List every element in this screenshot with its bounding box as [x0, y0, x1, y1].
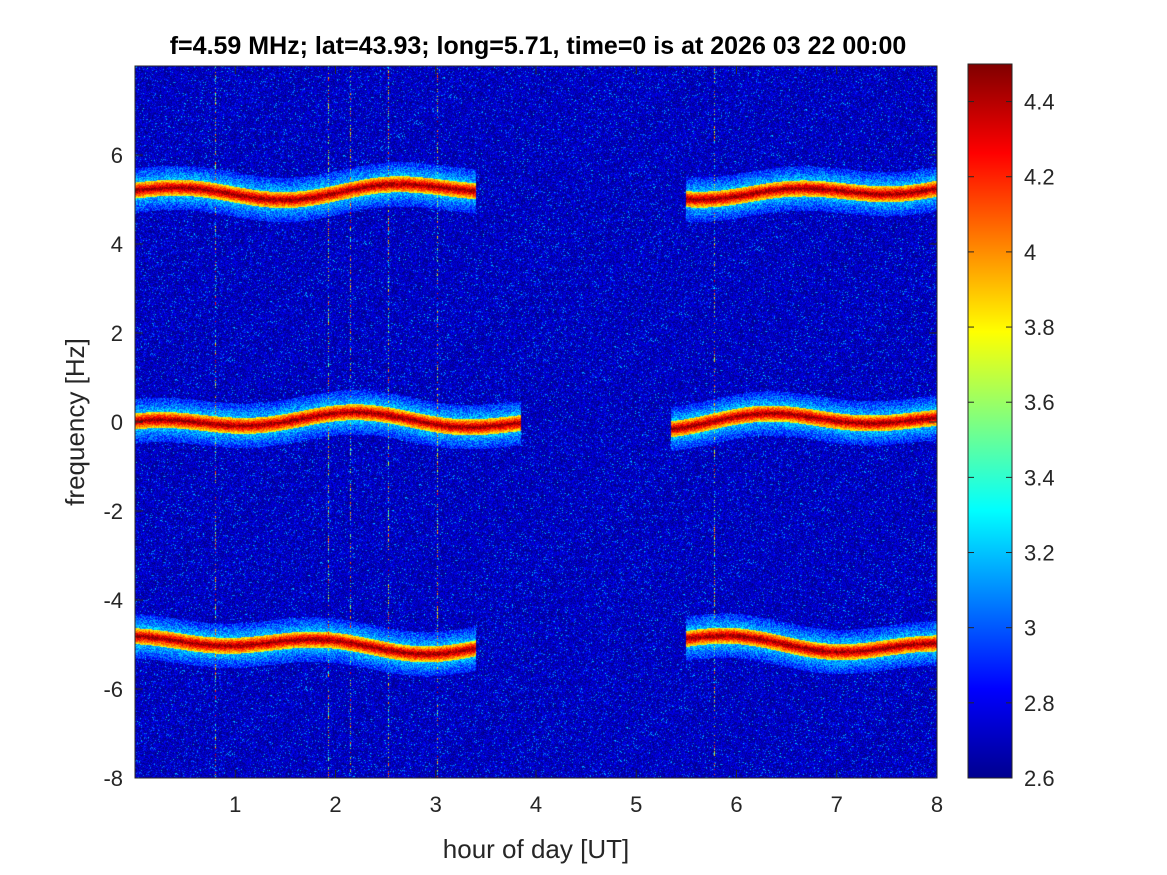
- spectrogram-image: [135, 66, 937, 778]
- y-axis-ticks: -8 -6 -4 -2 0 2 4 6: [103, 143, 937, 791]
- x-tick-label: 5: [630, 792, 642, 817]
- chart-title: f=4.59 MHz; lat=43.93; long=5.71, time=0…: [170, 32, 907, 60]
- x-tick-label: 6: [730, 792, 742, 817]
- x-tick-label: 1: [229, 792, 241, 817]
- x-tick-label: 2: [329, 792, 341, 817]
- colorbar-ticks: 2.6 2.8 3 3.2 3.4 3.6 3.8 4 4.2 4.4: [968, 90, 1055, 791]
- x-axis-label: hour of day [UT]: [443, 834, 629, 864]
- plot-area: [134, 65, 938, 779]
- colorbar-gradient: [968, 64, 1012, 778]
- colorbar-frame: [967, 63, 1013, 779]
- colorbar-tick-label: 3.6: [1024, 390, 1055, 415]
- colorbar-tick-label: 3.2: [1024, 541, 1055, 566]
- y-tick-label: 2: [111, 321, 123, 346]
- colorbar: 2.6 2.8 3 3.2 3.4 3.6 3.8 4 4.2 4.4: [967, 63, 1055, 791]
- colorbar-tick-label: 4: [1024, 240, 1036, 265]
- x-axis-ticks: 1 2 3 4 5 6 7 8: [229, 66, 943, 817]
- y-tick-label: 0: [111, 410, 123, 435]
- y-tick-label: 4: [111, 232, 123, 257]
- colorbar-tick-label: 2.8: [1024, 691, 1055, 716]
- x-tick-label: 8: [931, 792, 943, 817]
- colorbar-tick-label: 3: [1024, 616, 1036, 641]
- y-tick-label: -6: [103, 677, 123, 702]
- colorbar-tick-label: 3.4: [1024, 465, 1055, 490]
- x-tick-label: 4: [530, 792, 542, 817]
- colorbar-tick-label: 3.8: [1024, 315, 1055, 340]
- y-tick-label: 6: [111, 143, 123, 168]
- colorbar-tick-label: 2.6: [1024, 766, 1055, 791]
- x-tick-label: 3: [430, 792, 442, 817]
- x-tick-label: 7: [831, 792, 843, 817]
- y-tick-label: -8: [103, 766, 123, 791]
- y-axis-label: frequency [Hz]: [60, 338, 90, 506]
- y-tick-label: -4: [103, 588, 123, 613]
- colorbar-tick-label: 4.2: [1024, 165, 1055, 190]
- y-tick-label: -2: [103, 499, 123, 524]
- colorbar-tick-label: 4.4: [1024, 90, 1055, 115]
